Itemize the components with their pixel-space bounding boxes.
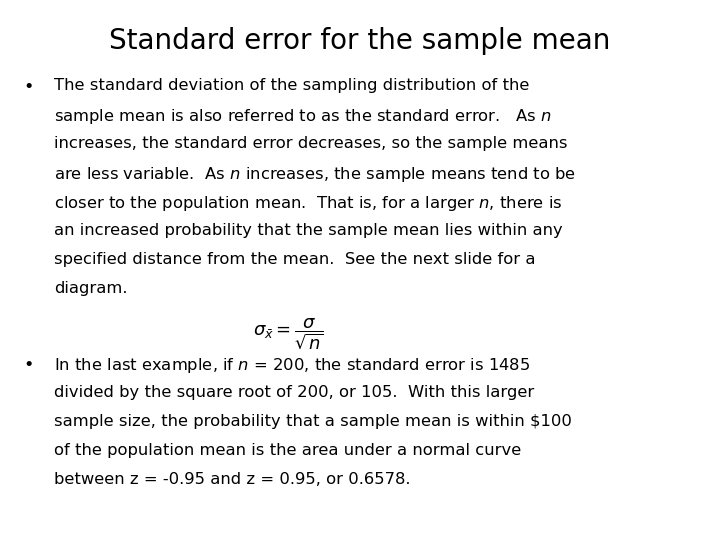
Text: •: •: [24, 356, 34, 374]
Text: divided by the square root of 200, or 105.  With this larger: divided by the square root of 200, or 10…: [54, 386, 534, 400]
Text: diagram.: diagram.: [54, 281, 127, 295]
Text: The standard deviation of the sampling distribution of the: The standard deviation of the sampling d…: [54, 78, 529, 93]
Text: increases, the standard error decreases, so the sample means: increases, the standard error decreases,…: [54, 136, 567, 151]
Text: between z = -0.95 and z = 0.95, or 0.6578.: between z = -0.95 and z = 0.95, or 0.657…: [54, 472, 410, 487]
Text: closer to the population mean.  That is, for a larger $n$, there is: closer to the population mean. That is, …: [54, 194, 562, 213]
Text: $\sigma_{\bar{x}} = \dfrac{\sigma}{\sqrt{n}}$: $\sigma_{\bar{x}} = \dfrac{\sigma}{\sqrt…: [253, 316, 323, 351]
Text: sample mean is also referred to as the standard error.   As $n$: sample mean is also referred to as the s…: [54, 107, 552, 126]
Text: In the last example, if $n$ = 200, the standard error is 1485: In the last example, if $n$ = 200, the s…: [54, 356, 530, 375]
Text: sample size, the probability that a sample mean is within $100: sample size, the probability that a samp…: [54, 414, 572, 429]
Text: an increased probability that the sample mean lies within any: an increased probability that the sample…: [54, 223, 563, 238]
Text: •: •: [24, 78, 34, 96]
Text: are less variable.  As $n$ increases, the sample means tend to be: are less variable. As $n$ increases, the…: [54, 165, 576, 184]
Text: of the population mean is the area under a normal curve: of the population mean is the area under…: [54, 443, 521, 458]
Text: specified distance from the mean.  See the next slide for a: specified distance from the mean. See th…: [54, 252, 536, 267]
Text: Standard error for the sample mean: Standard error for the sample mean: [109, 27, 611, 55]
